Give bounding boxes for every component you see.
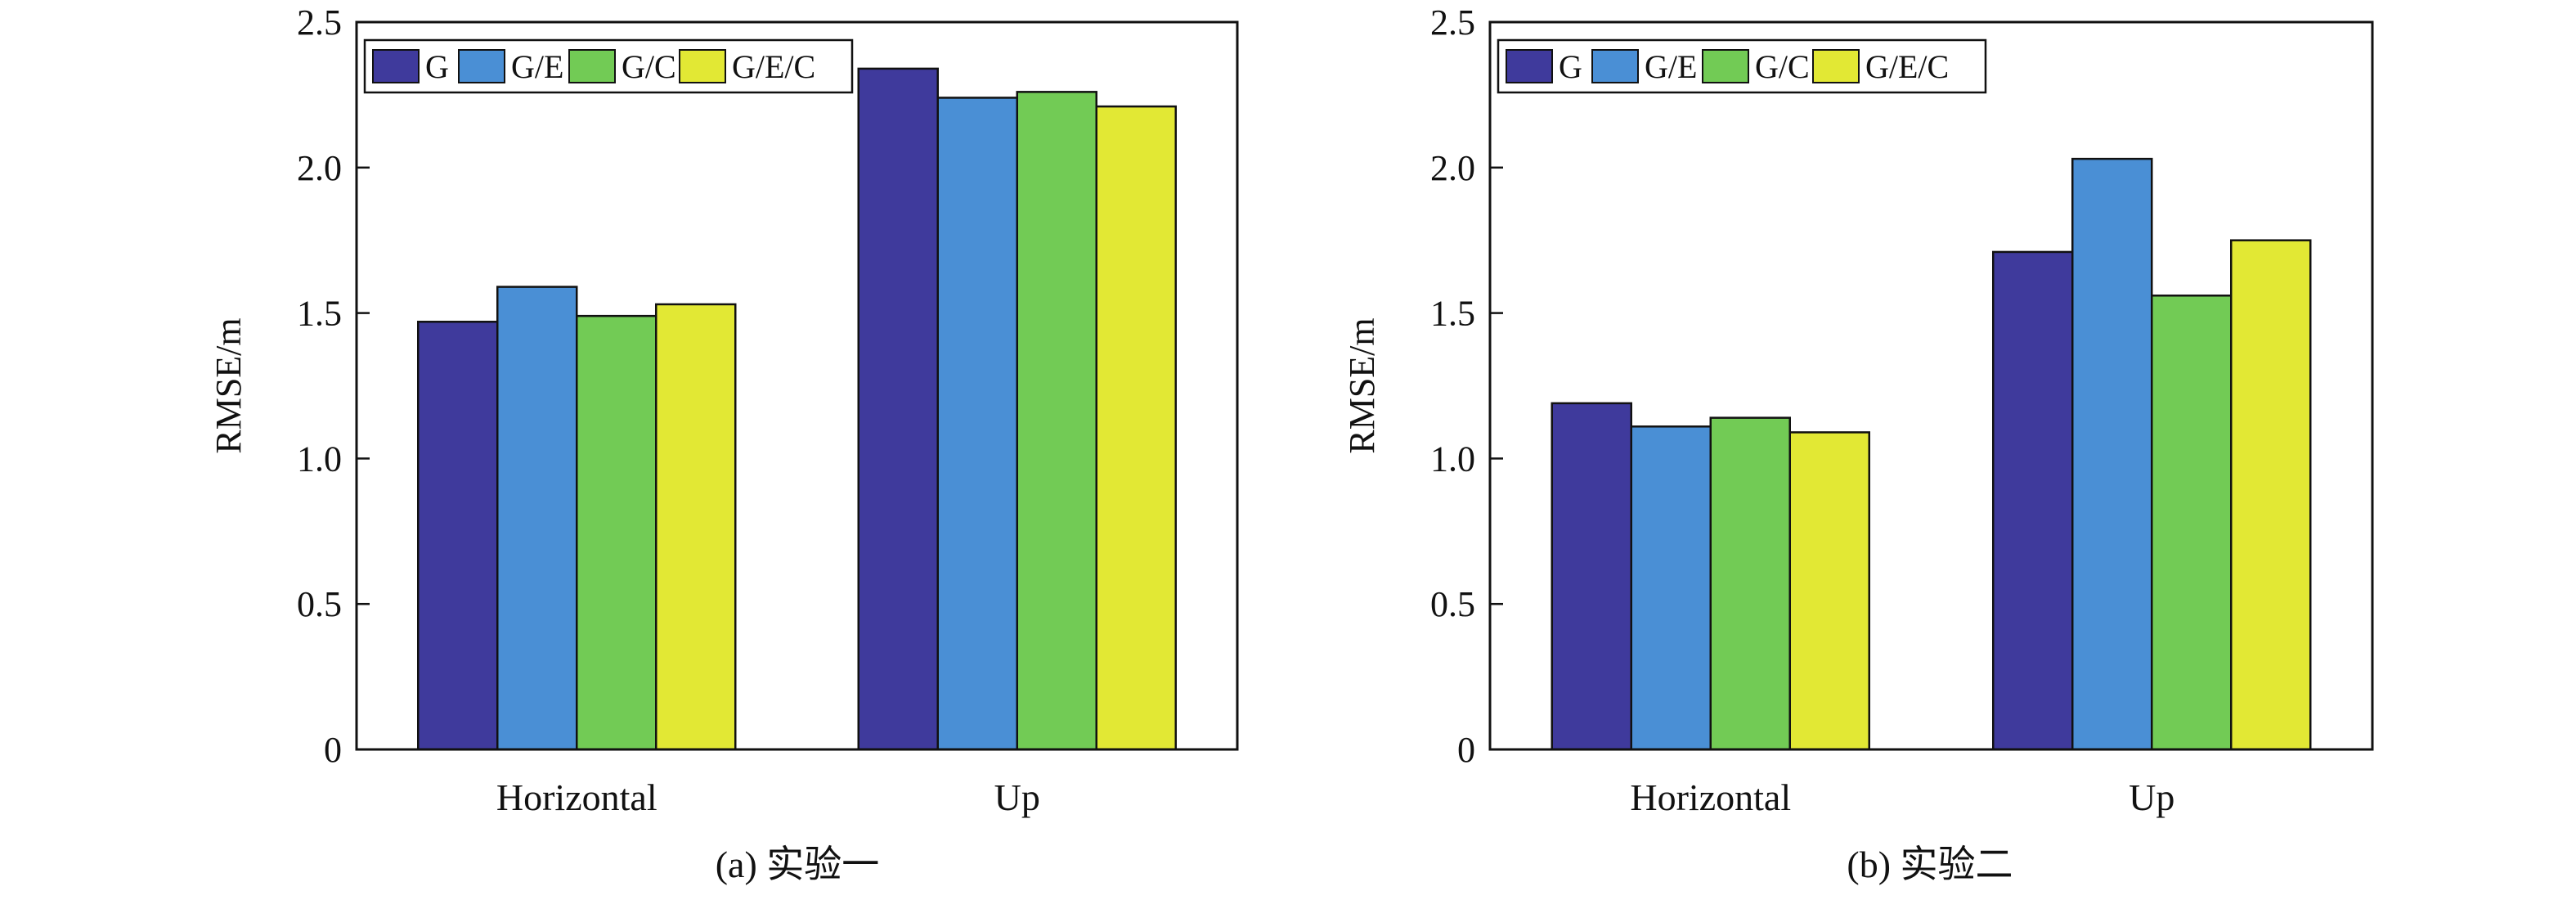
legend-label-b-g: G [1559,48,1582,85]
legend-swatch-b-g [1506,49,1553,83]
y-axis-label-b: RMSE/m [1342,317,1382,453]
bar-b-up-g-e-c [2230,239,2312,751]
y-tick-label-b-3: 1.5 [1430,294,1475,334]
bar-b-horizontal-g-e-c [1788,431,1870,751]
legend-swatch-b-g-c [1702,49,1749,83]
caption-b: (b) 实验二 [1847,844,2013,885]
bar-b-horizontal-g-c [1709,416,1791,751]
legend-label-a-g-c: G/C [622,48,676,85]
plot-frame-b [1488,20,2374,751]
y-tick-label-b-0: 0 [1457,730,1475,770]
bar-b-up-g [1992,250,2074,751]
bar-a-up-g-e [936,97,1018,751]
legend-label-a-g-e: G/E [511,48,563,85]
legend-swatch-b-g-e [1591,49,1639,83]
legend-label-a-g: G [425,48,449,85]
y-tick-label-b-4: 2.0 [1430,148,1475,188]
bar-a-horizontal-g [417,321,499,751]
legend-label-b-g-e: G/E [1645,48,1697,85]
category-label-b-up: Up [2129,776,2174,818]
bar-a-horizontal-g-e [496,286,578,751]
legend-swatch-a-g-c [568,49,616,83]
legend-swatch-a-g-e [458,49,505,83]
y-axis-label-a: RMSE/m [209,317,249,453]
bar-a-horizontal-g-e-c [655,303,737,751]
category-label-a-horizontal: Horizontal [496,776,657,818]
bar-b-up-g-c [2151,295,2233,751]
y-tick-label-a-1: 0.5 [297,584,342,624]
legend-label-b-g-e-c: G/E/C [1865,48,1949,85]
y-tick-label-b-5: 2.5 [1430,2,1475,43]
legend-label-b-g-c: G/C [1755,48,1810,85]
bar-b-horizontal-g [1551,402,1632,751]
bar-a-horizontal-g-c [576,314,657,751]
y-tick-label-a-2: 1.0 [297,439,342,479]
y-tick-label-b-2: 1.0 [1430,439,1475,479]
y-tick-label-a-3: 1.5 [297,294,342,334]
bar-a-up-g-e-c [1095,105,1177,751]
bar-b-horizontal-g-e [1630,425,1712,751]
chart-panel-b: Horizontal Up 0 0.5 1.0 1.5 2.0 2.5 RMSE/m G G/E G/… [1342,2,2374,885]
category-label-a-up: Up [994,776,1040,818]
legend-swatch-a-g [372,49,420,83]
bar-b-up-g-e [2071,157,2153,751]
chart-panel-a: Horizontal Up 0 0.5 1.0 1.5 2.0 2.5 RMSE/m G G/E G/… [209,2,1239,885]
category-label-b-horizontal: Horizontal [1630,776,1791,818]
plot-frame-a [355,20,1239,751]
legend-swatch-b-g-e-c [1812,49,1860,83]
legend-swatch-a-g-e-c [679,49,726,83]
caption-a: (a) 实验一 [716,844,880,885]
y-tick-label-a-5: 2.5 [297,2,342,43]
legend-label-a-g-e-c: G/E/C [732,48,815,85]
bar-a-up-g-c [1016,91,1097,751]
bar-a-up-g [857,67,939,751]
y-tick-label-b-1: 0.5 [1430,584,1475,624]
y-tick-label-a-0: 0 [324,730,342,770]
y-tick-label-a-4: 2.0 [297,148,342,188]
